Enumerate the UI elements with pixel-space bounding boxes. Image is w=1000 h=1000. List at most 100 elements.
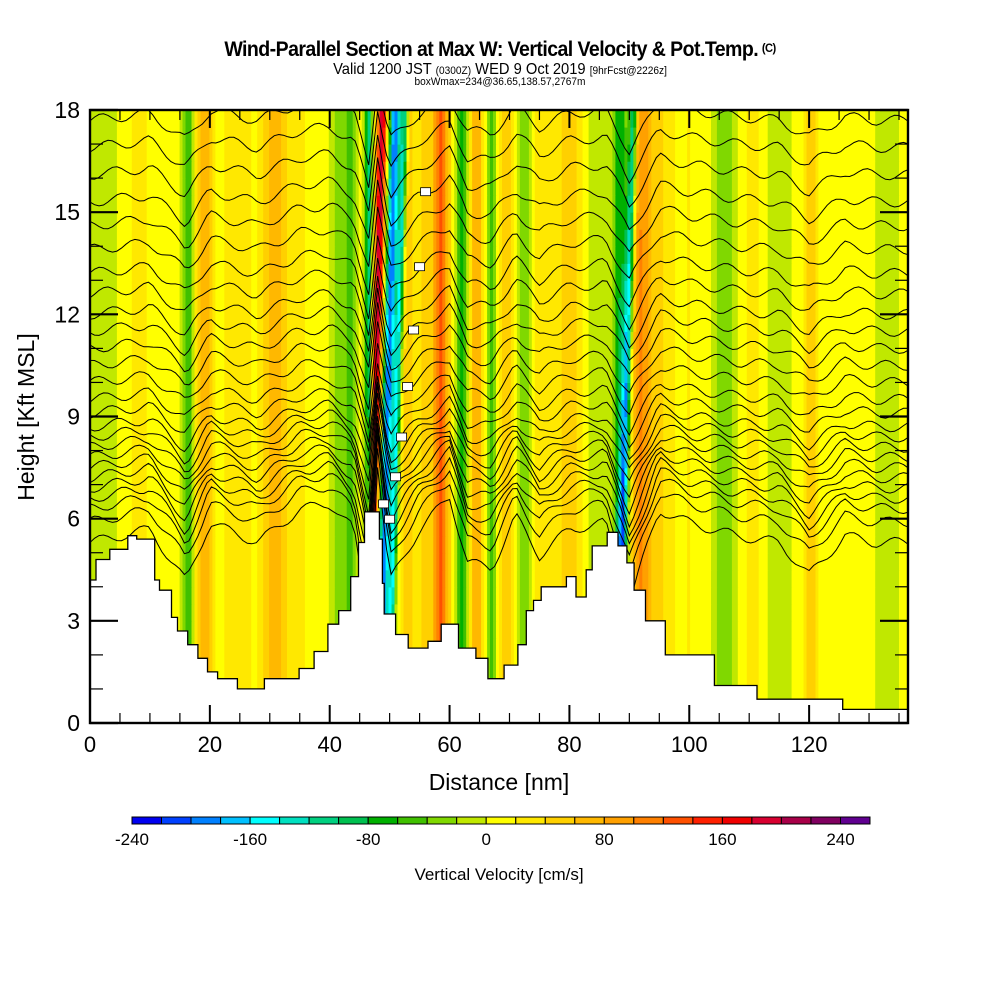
w-cell	[146, 263, 181, 281]
w-cell	[481, 195, 485, 213]
w-cell	[257, 110, 264, 128]
colorbar-bin	[397, 816, 428, 825]
w-cell	[185, 127, 193, 145]
w-cell	[263, 450, 270, 469]
w-cell	[406, 110, 411, 128]
w-cell	[445, 518, 449, 537]
w-cell	[663, 331, 676, 349]
w-cell	[711, 297, 718, 315]
w-cell	[484, 535, 488, 554]
w-cell	[463, 620, 467, 639]
w-cell	[200, 382, 211, 400]
w-cell	[806, 246, 817, 264]
w-cell	[737, 501, 748, 520]
w-cell	[448, 569, 452, 588]
w-cell	[269, 297, 282, 315]
w-cell	[224, 110, 252, 128]
w-cell	[400, 501, 405, 520]
w-cell	[630, 535, 634, 554]
w-cell	[263, 637, 270, 656]
w-cell	[469, 416, 473, 435]
w-cell	[899, 382, 908, 400]
w-cell	[376, 161, 381, 179]
w-cell	[182, 365, 187, 383]
w-cell	[636, 416, 640, 435]
w-cell	[875, 144, 900, 162]
w-cell	[433, 348, 437, 366]
w-cell	[648, 535, 652, 554]
w-cell	[90, 229, 118, 247]
w-cell	[582, 365, 590, 383]
w-cell	[627, 263, 631, 281]
w-cell	[612, 229, 616, 247]
w-cell	[627, 161, 631, 179]
w-cell	[510, 144, 515, 162]
x-tick-label: 20	[198, 732, 222, 757]
w-cell	[582, 552, 590, 571]
w-cell	[436, 161, 440, 179]
w-cell	[493, 195, 497, 213]
w-cell	[257, 620, 264, 639]
w-cell	[806, 127, 817, 145]
w-cell	[510, 110, 515, 128]
w-cell	[636, 229, 640, 247]
w-cell	[439, 178, 443, 196]
w-cell	[448, 518, 452, 537]
w-cell	[767, 212, 793, 230]
w-cell	[257, 212, 264, 230]
w-cell	[116, 467, 133, 486]
w-cell	[346, 144, 354, 162]
w-cell	[615, 399, 619, 418]
w-cell	[636, 552, 640, 571]
w-cell	[457, 161, 461, 179]
w-cell	[630, 467, 634, 486]
w-cell	[257, 671, 264, 690]
w-cell	[469, 603, 473, 622]
w-cell	[767, 365, 793, 383]
w-cell	[436, 433, 440, 452]
w-cell	[687, 212, 691, 230]
w-cell	[215, 127, 225, 145]
w-cell	[460, 467, 464, 486]
w-cell	[439, 365, 443, 383]
w-cell	[391, 195, 396, 213]
w-cell	[663, 620, 676, 639]
w-cell	[451, 331, 455, 349]
w-cell	[576, 331, 584, 349]
w-cell	[582, 450, 590, 469]
w-cell	[510, 569, 515, 588]
w-cell	[197, 297, 202, 315]
w-cell	[224, 229, 252, 247]
w-cell	[445, 365, 449, 383]
w-cell	[263, 552, 270, 571]
w-cell	[758, 127, 769, 145]
w-cell	[382, 161, 387, 179]
w-cell	[711, 212, 718, 230]
w-cell	[493, 365, 497, 383]
w-cell	[287, 314, 306, 332]
w-cell	[899, 144, 908, 162]
w-cell	[445, 161, 449, 179]
w-cell	[403, 382, 414, 400]
colorbar-bin	[279, 816, 310, 825]
w-cell	[263, 246, 270, 264]
w-cell	[746, 501, 760, 520]
w-cell	[899, 501, 908, 520]
w-cell	[358, 331, 363, 349]
w-cell	[651, 161, 664, 179]
w-cell	[624, 229, 628, 247]
w-cell	[394, 178, 399, 196]
w-cell	[328, 229, 336, 247]
w-cell	[469, 297, 473, 315]
w-cell	[460, 331, 464, 349]
w-cell	[472, 518, 482, 537]
w-cell	[675, 518, 688, 537]
w-cell	[633, 416, 637, 435]
w-cell	[361, 348, 366, 366]
w-cell	[499, 178, 503, 196]
w-cell	[304, 518, 330, 537]
w-cell	[621, 467, 625, 486]
w-cell	[496, 484, 500, 503]
w-cell	[346, 518, 354, 537]
w-cell	[806, 331, 817, 349]
